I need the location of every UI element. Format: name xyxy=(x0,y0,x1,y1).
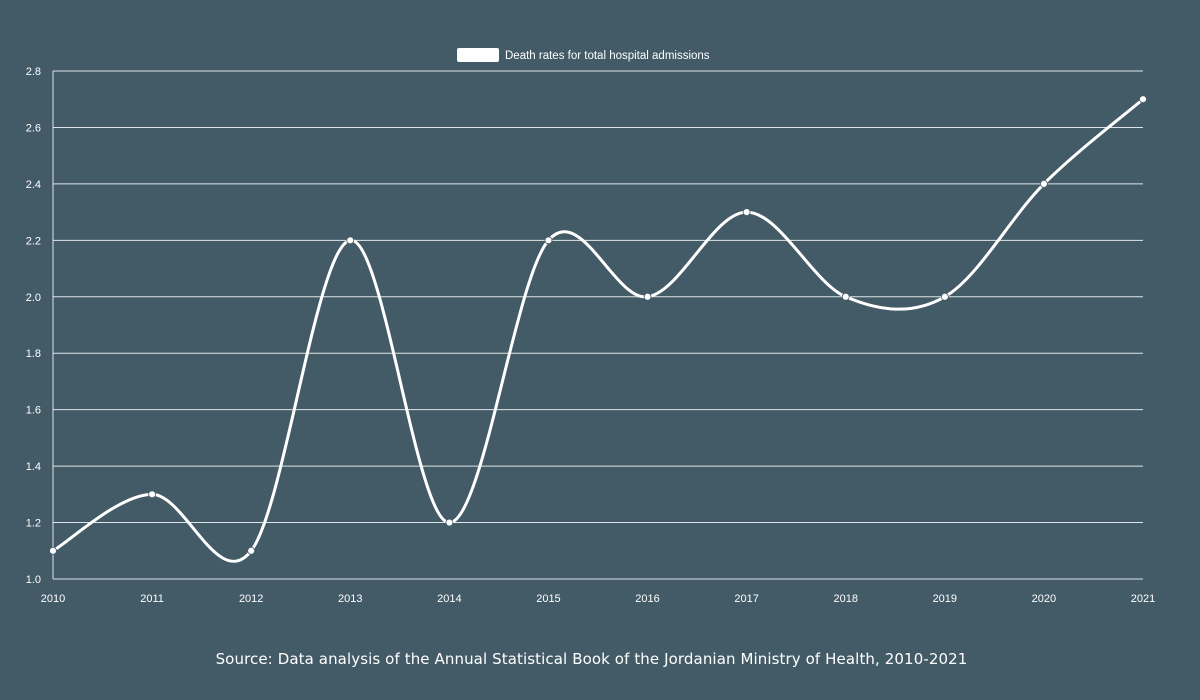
data-point-2011[interactable] xyxy=(149,491,156,498)
data-point-2014[interactable] xyxy=(446,519,453,526)
x-tick-label: 2019 xyxy=(933,593,957,605)
data-point-2016[interactable] xyxy=(644,293,651,300)
y-tick-label: 1.4 xyxy=(26,461,41,473)
x-tick-label: 2012 xyxy=(239,593,263,605)
x-tick-label: 2016 xyxy=(635,593,659,605)
series-death-rates[interactable] xyxy=(50,96,1147,562)
x-tick-label: 2020 xyxy=(1032,593,1056,605)
x-tick-label: 2021 xyxy=(1131,593,1155,605)
y-axis: 1.0 1.2 1.4 1.6 1.8 2.0 2.2 2.4 2.6 2.8 xyxy=(26,66,53,586)
line-chart: 1.01.21.41.61.82.02.22.42.62.8 2010 2011 2… xyxy=(0,0,1200,700)
legend-swatch xyxy=(457,48,499,62)
y-tick-label: 1.8 xyxy=(26,348,41,360)
y-tick-label: 1.2 xyxy=(26,518,41,530)
y-tick-label: 1.6 xyxy=(26,405,41,417)
y-tick-label: 2.2 xyxy=(26,235,41,247)
data-point-2018[interactable] xyxy=(842,293,849,300)
data-point-2020[interactable] xyxy=(1040,180,1047,187)
data-point-2012[interactable] xyxy=(248,547,255,554)
data-point-2015[interactable] xyxy=(545,237,552,244)
gridlines xyxy=(53,71,1143,579)
x-axis: 2010 2011 2012 2013 2014 2015 2016 2017 2018 2019… xyxy=(41,593,1155,605)
data-point-2019[interactable] xyxy=(941,293,948,300)
x-tick-label: 2010 xyxy=(41,593,65,605)
x-tick-label: 2013 xyxy=(338,593,362,605)
y-tick-label: 1.0 xyxy=(26,574,41,586)
legend-label: Death rates for total hospital admission… xyxy=(505,50,710,62)
x-tick-label: 2011 xyxy=(140,593,164,605)
data-point-2021[interactable] xyxy=(1140,96,1147,103)
y-tick-label: 2.6 xyxy=(26,122,41,134)
x-tick-label: 2015 xyxy=(536,593,560,605)
y-tick-label: 2.4 xyxy=(26,179,41,191)
legend[interactable]: Death rates for total hospital admission… xyxy=(457,48,710,62)
data-point-2017[interactable] xyxy=(743,209,750,216)
y-tick-label: 2.8 xyxy=(26,66,41,78)
data-point-2013[interactable] xyxy=(347,237,354,244)
series-line xyxy=(53,99,1143,561)
data-point-2010[interactable] xyxy=(50,547,57,554)
x-tick-label: 2018 xyxy=(833,593,857,605)
x-tick-label: 2014 xyxy=(437,593,461,605)
source-note: Source: Data analysis of the Annual Stat… xyxy=(0,650,1183,668)
x-tick-label: 2017 xyxy=(734,593,758,605)
y-tick-label: 2.0 xyxy=(26,292,41,304)
